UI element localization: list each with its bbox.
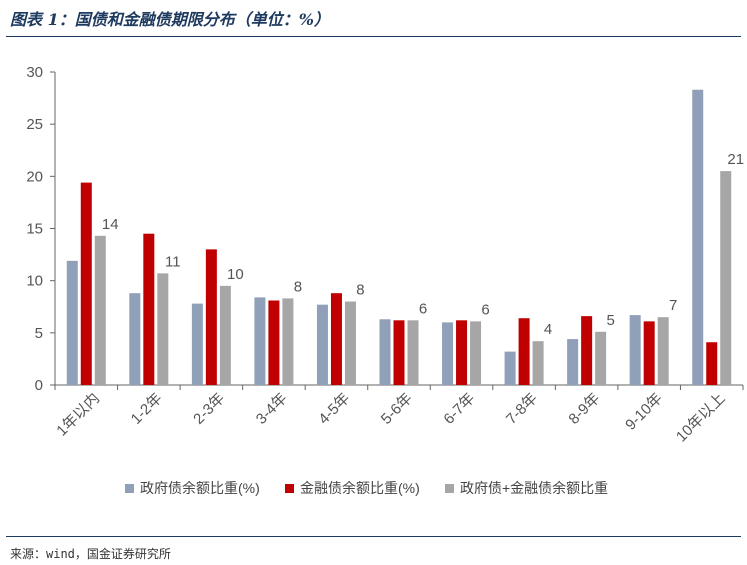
bar (504, 351, 516, 385)
x-tick-label: 5-6年 (378, 390, 416, 428)
bar (456, 320, 468, 385)
bar (94, 235, 106, 385)
y-tick-label: 10 (26, 273, 43, 290)
bar (629, 315, 641, 385)
bar (379, 319, 391, 385)
x-tick-label: 9-10年 (622, 390, 666, 434)
bar-chart: 0 5 10 15 20 25 30 14 1年以内 11 1-2年 10 2-3年 8 3-4年 8 4-5年… (26, 64, 744, 496)
footer-divider (6, 536, 741, 537)
bar (706, 342, 718, 385)
data-label: 6 (481, 301, 489, 318)
data-label: 4 (544, 321, 552, 338)
legend-label: 金融债余额比重(%) (300, 480, 420, 496)
bar (268, 300, 280, 385)
y-tick-label: 15 (26, 221, 43, 238)
y-tick-label: 25 (26, 116, 43, 133)
y-tick-label: 0 (35, 377, 43, 394)
bar (80, 182, 92, 385)
data-label: 14 (102, 216, 119, 233)
data-label: 10 (227, 266, 244, 283)
bar (205, 249, 217, 385)
chart-title: 图表 1：国债和金融债期限分布（单位：%） (10, 10, 330, 29)
bar (532, 341, 544, 385)
x-tick-label: 1年以内 (53, 390, 103, 440)
bar (157, 273, 169, 385)
bar (595, 331, 607, 385)
x-tick-label: 10年以上 (673, 390, 729, 446)
bar (219, 285, 231, 385)
x-tick-label: 8-9年 (566, 390, 604, 428)
legend-swatch (125, 484, 134, 493)
legend-swatch (445, 484, 454, 493)
x-tick-label: 4-5年 (315, 390, 353, 428)
y-tick-label: 30 (26, 64, 43, 81)
x-tick-label: 2-3年 (190, 390, 228, 428)
bar (254, 297, 266, 385)
bar (720, 171, 732, 385)
bar (581, 316, 593, 385)
bar (344, 301, 356, 385)
x-tick-label: 3-4年 (253, 390, 291, 428)
legend-swatch (285, 484, 294, 493)
x-tick-label: 7-8年 (503, 390, 541, 428)
bar (567, 339, 579, 385)
bar (407, 320, 419, 385)
source-note: 来源：wind，国金证券研究所 (10, 547, 171, 561)
y-tick-label: 5 (35, 325, 43, 342)
bar (657, 317, 669, 385)
bar (143, 233, 155, 385)
bar (442, 322, 454, 385)
bar (330, 293, 342, 385)
bar (191, 303, 203, 385)
legend-label: 政府债+金融债余额比重 (460, 480, 608, 496)
data-label: 6 (419, 300, 427, 317)
bar (316, 304, 328, 385)
bar (692, 89, 704, 385)
bar (643, 321, 655, 385)
bar (470, 321, 482, 385)
bar (282, 298, 294, 385)
bar (393, 320, 405, 385)
legend-label: 政府债余额比重(%) (140, 480, 260, 496)
x-tick-label: 6-7年 (440, 390, 478, 428)
data-label: 7 (669, 297, 677, 314)
x-tick-label: 1-2年 (128, 390, 166, 428)
data-label: 11 (165, 253, 181, 270)
data-label: 8 (356, 282, 364, 299)
bar (129, 293, 141, 385)
bar (66, 260, 78, 385)
y-tick-label: 20 (26, 168, 43, 185)
title-divider (6, 36, 741, 37)
data-label: 21 (727, 151, 744, 168)
data-label: 5 (606, 312, 614, 329)
data-label: 8 (294, 278, 302, 295)
bar (518, 318, 530, 385)
